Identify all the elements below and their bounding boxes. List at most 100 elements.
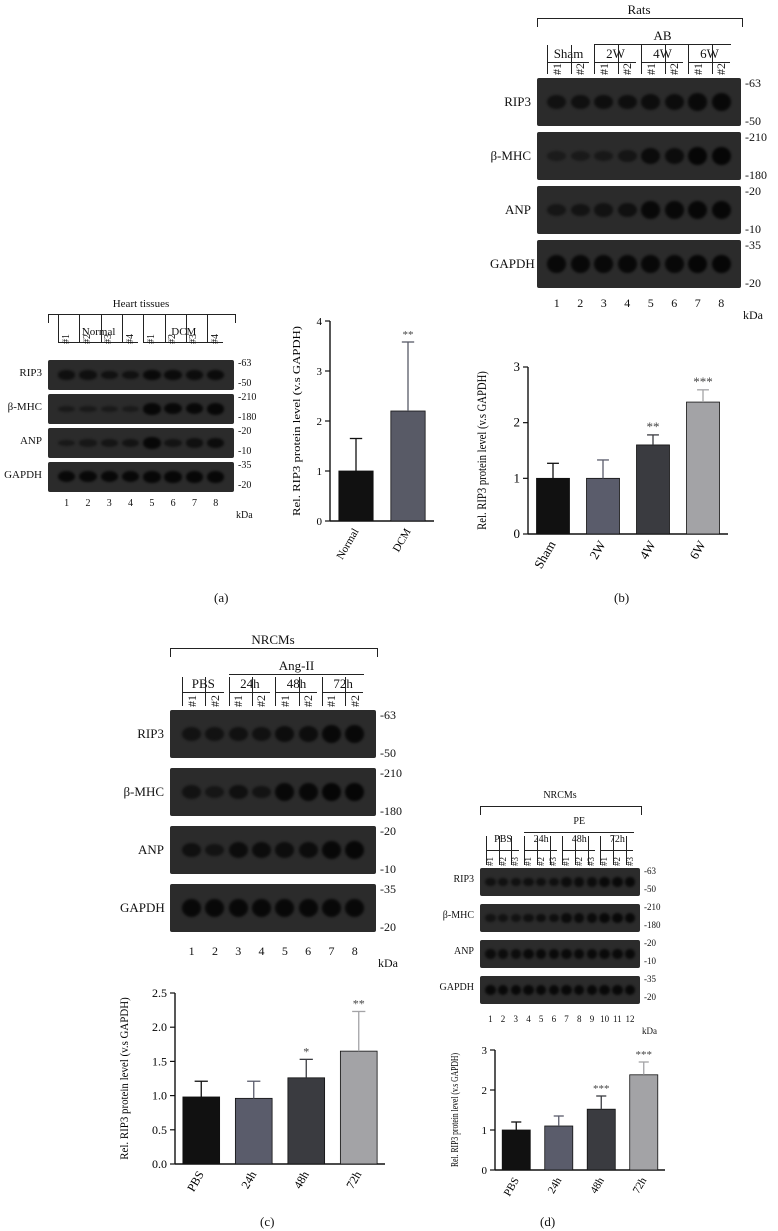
blot-band: [182, 785, 202, 799]
blot-band: [321, 725, 341, 743]
blot-band: [207, 471, 225, 483]
lane-tick: [570, 45, 572, 74]
blot-band: [275, 783, 295, 801]
group-label: 72h: [333, 676, 353, 691]
x-tick-label: PBS: [502, 1176, 522, 1199]
lane-number: 1: [488, 1014, 493, 1024]
lane-header: #2: [573, 63, 588, 75]
blot-band: [275, 899, 295, 917]
blot-band: [164, 471, 182, 483]
blot-band: [711, 200, 731, 220]
lane-header: #1: [643, 63, 658, 75]
blot-band: [298, 783, 318, 801]
mw-marker-lower: -180: [380, 804, 402, 818]
mw-marker-lower: -180: [644, 920, 661, 930]
group-label: 24h: [240, 676, 260, 691]
lane-header: #1: [277, 695, 292, 707]
lane-tick: [121, 314, 123, 343]
group-line: [144, 342, 224, 343]
mw-marker-lower: -50: [644, 884, 656, 894]
y-tick-label: 3: [317, 366, 323, 378]
caption-a: (a): [214, 590, 229, 605]
blot-row-label: ANP: [453, 946, 474, 957]
blot-band: [205, 727, 225, 741]
mw-marker-upper: -63: [644, 866, 656, 876]
lane-number: 1: [553, 296, 560, 310]
blot-band: [523, 949, 534, 959]
y-tick-label: 2: [482, 1085, 488, 1097]
lane-number: 2: [577, 296, 584, 310]
blot-band: [79, 405, 97, 413]
blot-band: [345, 725, 365, 743]
lane-tick: [185, 314, 187, 343]
group-label: 24h: [533, 834, 549, 845]
blot-band: [57, 370, 76, 380]
blot-row-label: GAPDH: [439, 982, 474, 993]
bar-pbs: [501, 1129, 531, 1171]
blot-band: [599, 912, 610, 924]
blot-band: [711, 254, 731, 274]
lane-number: 8: [577, 1014, 582, 1024]
blot-band: [164, 403, 182, 415]
blot-band: [594, 203, 614, 217]
blot-strip-gapdh: [48, 462, 234, 492]
y-axis-label: Rel. RIP3 protein level (v.s GAPDH): [474, 371, 489, 530]
x-tick-label: 24h: [238, 1169, 259, 1192]
blot-band: [321, 899, 341, 917]
lane-number: 1: [64, 498, 70, 509]
significance-mark: ***: [593, 1083, 610, 1095]
blot-row-label: ANP: [504, 202, 531, 217]
blot-band: [535, 949, 547, 959]
blot-band: [510, 949, 521, 959]
blot-title: Heart tissues: [112, 298, 170, 310]
blot-band: [251, 841, 272, 858]
lane-tick: [600, 836, 602, 865]
blot-band: [561, 913, 572, 923]
blot-band: [510, 984, 521, 996]
lane-tick: [298, 677, 300, 706]
blot-panel-a: Heart tissues Normal DCM #1 #2 #3 #4 #1 #2 #3 #4 RI…: [0, 298, 280, 588]
lane-header: #1: [184, 695, 199, 707]
kda-label: kDa: [743, 308, 763, 322]
blot-band: [100, 439, 118, 447]
lane-tick: [511, 836, 513, 865]
lane-header: #2: [254, 695, 269, 707]
lane-header: #2: [714, 63, 729, 75]
x-tick-label: 72h: [631, 1175, 650, 1196]
blot-subtitle: AB: [653, 28, 672, 43]
y-tick-label: 2.5: [152, 986, 167, 1000]
blot-band: [612, 984, 623, 996]
lane-number: 6: [305, 944, 312, 958]
lane-number: 2: [500, 1014, 506, 1024]
bar-48h: [287, 1077, 326, 1165]
blot-band: [624, 949, 636, 959]
blot-band: [547, 95, 567, 109]
blot-band: [523, 984, 534, 996]
significance-mark: *: [303, 1044, 309, 1058]
y-tick-label: 3: [482, 1045, 488, 1057]
mw-marker-upper: -20: [380, 824, 396, 838]
lane-header: #1: [60, 334, 72, 344]
caption-c: (c): [260, 1214, 275, 1229]
mw-marker-lower: -180: [238, 412, 257, 423]
blot-title-bracket: [170, 648, 378, 657]
lane-tick: [574, 836, 576, 865]
blot-band: [497, 877, 509, 887]
blot-band: [711, 146, 731, 166]
blot-band: [485, 914, 496, 922]
blot-band: [121, 370, 140, 380]
blot-row-label: β-MHC: [442, 910, 474, 921]
lane-header: #2: [535, 857, 546, 866]
blot-band: [594, 255, 614, 273]
blot-title-bracket: [537, 18, 743, 27]
blot-band: [586, 984, 598, 996]
kda-label: kDa: [378, 956, 398, 970]
chart-panel-d: 0 1 2 3 Rel. RIP3 protein level (v.s GAPDH) P…: [449, 1045, 665, 1199]
blot-band: [574, 949, 585, 959]
mw-marker-upper: -210: [380, 766, 402, 780]
x-tick-label: 24h: [546, 1175, 565, 1196]
kda-label: kDa: [236, 510, 253, 521]
group-line: [59, 342, 139, 343]
mw-marker-lower: -10: [380, 862, 396, 876]
blot-band: [100, 370, 118, 380]
